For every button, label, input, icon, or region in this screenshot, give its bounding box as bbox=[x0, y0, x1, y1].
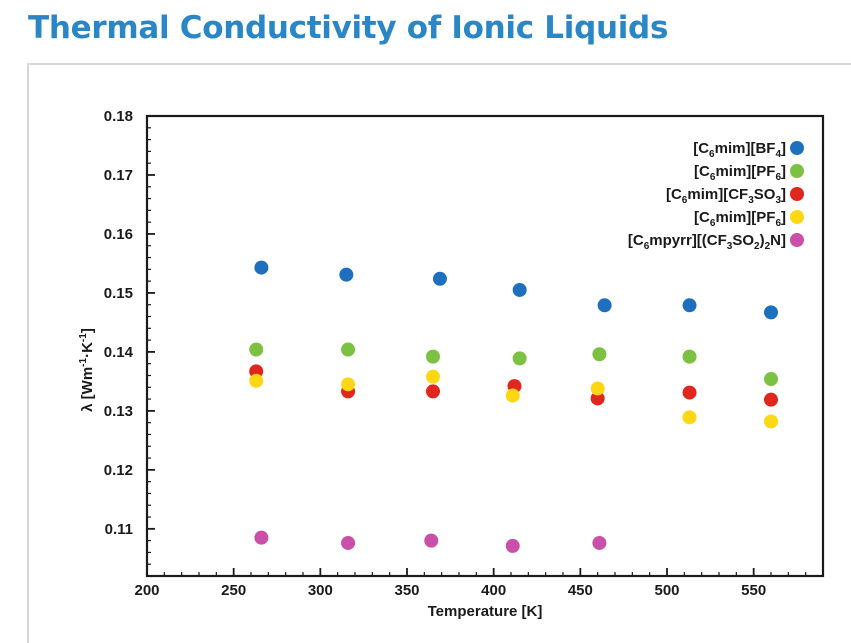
y-axis-title-exp1: -1 bbox=[78, 357, 89, 366]
data-point bbox=[764, 372, 778, 387]
data-point bbox=[341, 535, 356, 550]
legend-marker bbox=[790, 141, 804, 155]
data-points bbox=[249, 260, 778, 553]
data-point bbox=[426, 384, 440, 399]
legend: [C6mim][BF4] [C6mim][PF6] [C6mim][CF3SO3] [… bbox=[628, 140, 804, 252]
page-title: Thermal Conductivity of Ionic Liquids bbox=[28, 10, 669, 46]
x-tick-label: 450 bbox=[568, 582, 593, 599]
legend-marker bbox=[790, 187, 804, 201]
y-tick-label: 0.12 bbox=[104, 462, 133, 479]
data-point bbox=[512, 351, 527, 366]
series-4 bbox=[254, 530, 607, 553]
legend-label: [C6mim][PF6] bbox=[694, 163, 786, 183]
data-point bbox=[505, 388, 520, 403]
x-tick-label: 550 bbox=[741, 582, 766, 599]
data-point bbox=[682, 385, 697, 400]
chart-frame bbox=[27, 63, 851, 643]
x-tick-labels: 200 250 300 350 400 450 500 550 bbox=[134, 582, 766, 599]
y-axis-title-exp2: -1 bbox=[78, 333, 89, 342]
legend-label: [C6mpyrr][(CF3SO2)2N] bbox=[628, 232, 786, 252]
data-point bbox=[432, 271, 447, 286]
data-point bbox=[682, 410, 697, 425]
data-point bbox=[764, 414, 778, 429]
x-tick-label: 350 bbox=[394, 582, 419, 599]
x-tick-label: 250 bbox=[221, 582, 246, 599]
data-point bbox=[764, 392, 778, 407]
data-point bbox=[426, 369, 440, 384]
legend-label: [C6mim][PF6] bbox=[694, 209, 786, 229]
y-tick-labels: 0.11 0.12 0.13 0.14 0.15 0.16 0.17 0.18 bbox=[104, 108, 134, 538]
legend-marker bbox=[790, 210, 804, 224]
data-point bbox=[249, 342, 264, 357]
legend-marker bbox=[790, 164, 804, 178]
legend-label: [C6mim][BF4] bbox=[693, 140, 786, 160]
x-axis-title: Temperature [K] bbox=[428, 603, 543, 620]
legend-entry: [C6mim][BF4] bbox=[693, 140, 804, 160]
legend-entry: [C6mpyrr][(CF3SO2)2N] bbox=[628, 232, 804, 252]
y-tick-label: 0.16 bbox=[104, 226, 133, 243]
y-axis-title: λ [Wm-1·K-1] bbox=[78, 328, 96, 412]
x-tick-label: 300 bbox=[308, 582, 333, 599]
x-tick-label: 500 bbox=[654, 582, 679, 599]
y-tick-label: 0.15 bbox=[104, 285, 133, 302]
series-3 bbox=[249, 369, 778, 429]
y-axis-title-unit-close: ] bbox=[79, 328, 96, 333]
data-point bbox=[254, 260, 269, 275]
data-point bbox=[682, 349, 697, 364]
y-tick-label: 0.13 bbox=[104, 403, 133, 420]
data-point bbox=[505, 538, 520, 553]
y-tick-label: 0.18 bbox=[104, 108, 133, 125]
data-point bbox=[590, 391, 605, 406]
data-point bbox=[764, 305, 778, 320]
axis-ticks bbox=[146, 115, 824, 577]
data-point bbox=[254, 530, 269, 545]
y-tick-label: 0.14 bbox=[104, 344, 134, 361]
y-axis-title-lambda: λ bbox=[79, 403, 96, 412]
data-point bbox=[341, 342, 356, 357]
data-point bbox=[512, 282, 527, 297]
series-0 bbox=[254, 260, 778, 320]
data-point bbox=[424, 533, 439, 548]
legend-entry: [C6mim][PF6] bbox=[694, 209, 804, 229]
legend-marker bbox=[790, 233, 804, 247]
data-point bbox=[682, 298, 697, 313]
data-point bbox=[426, 349, 440, 364]
data-point bbox=[339, 267, 354, 282]
legend-entry: [C6mim][CF3SO3] bbox=[666, 186, 804, 206]
data-point bbox=[341, 377, 356, 392]
y-axis-title-unit-open: [Wm bbox=[79, 367, 96, 400]
legend-entry: [C6mim][PF6] bbox=[694, 163, 804, 183]
y-axis-title-dot: ·K bbox=[79, 342, 96, 358]
legend-label: [C6mim][CF3SO3] bbox=[666, 186, 786, 206]
data-point bbox=[590, 381, 605, 396]
y-tick-label: 0.17 bbox=[104, 167, 133, 184]
plot-area bbox=[145, 114, 825, 578]
data-point bbox=[249, 373, 264, 388]
y-tick-label: 0.11 bbox=[105, 521, 133, 538]
series-1 bbox=[249, 342, 778, 387]
data-point bbox=[597, 298, 612, 313]
data-point bbox=[592, 535, 607, 550]
x-tick-label: 200 bbox=[134, 582, 159, 599]
data-point bbox=[592, 347, 607, 362]
x-tick-label: 400 bbox=[481, 582, 506, 599]
